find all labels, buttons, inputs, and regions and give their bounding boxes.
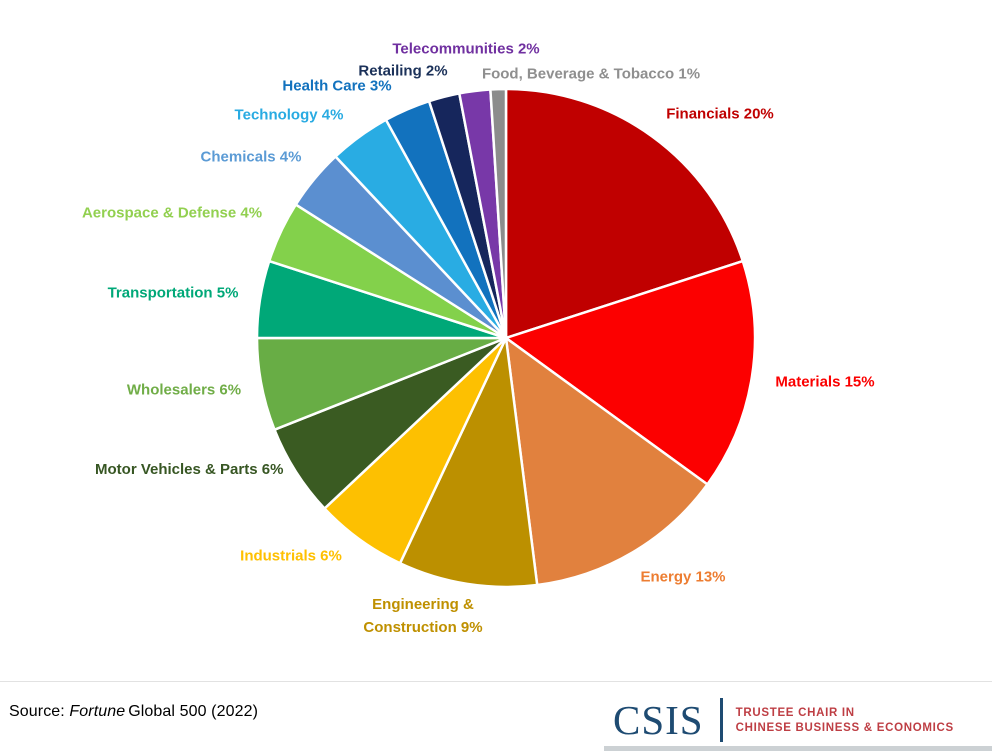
slice-label-health-care: Health Care 3% (282, 77, 392, 95)
csis-tagline: TRUSTEE CHAIR IN CHINESE BUSINESS & ECON… (736, 707, 954, 734)
slice-label-retailing: Retailing 2% (358, 62, 448, 80)
slice-label-aerospace-defense: Aerospace & Defense 4% (81, 204, 263, 222)
pie-svg (255, 87, 757, 589)
source-italic: Fortune (69, 703, 126, 720)
slice-label-wholesalers: Wholesalers 6% (126, 381, 242, 399)
csis-tagline-line2: CHINESE BUSINESS & ECONOMICS (735, 721, 954, 734)
slice-label-engineering-construction: Engineering & Construction 9% (363, 596, 483, 636)
slice-label-food-beverage-tobacco: Food, Beverage & Tobacco 1% (481, 65, 701, 83)
pie-chart: Financials 20% Materials 15% Energy 13% Eng… (81, 40, 875, 637)
slice-label-chemicals: Chemicals 4% (200, 148, 302, 166)
pie-slice-financials (504, 87, 745, 340)
csis-logo: CSIS TRUSTEE CHAIR IN CHINESE BUSINESS &… (613, 696, 954, 744)
logo-underline (604, 746, 992, 751)
slice-label-industrials: Industrials 6% (240, 547, 342, 565)
slice-label-energy: Energy 13% (640, 568, 726, 586)
source-prefix: Source: (9, 703, 70, 720)
slice-label-financials: Financials 20% (666, 105, 774, 123)
csis-tagline-line1: TRUSTEE CHAIR IN (735, 706, 855, 719)
pie-slice-energy (504, 336, 709, 587)
logo-divider (719, 698, 723, 742)
slice-label-motor-vehicles-parts: Motor Vehicles & Parts 6% (95, 461, 284, 478)
footer-divider (0, 681, 992, 682)
slice-label-materials: Materials 15% (775, 373, 875, 391)
pie-slice-food-beverage-tobacco (489, 87, 508, 340)
source-suffix: Global 500 (2022) (128, 703, 259, 720)
csis-wordmark: CSIS (613, 697, 704, 743)
slice-label-telecommunities: Telecommunities 2% (392, 40, 540, 58)
pie-slice-engineering-construction (398, 336, 539, 589)
slice-label-transportation: Transportation 5% (107, 284, 239, 302)
source-note: Source: Fortune Global 500 (2022) (9, 703, 258, 721)
slice-label-technology: Technology 4% (234, 106, 344, 124)
pie-slice-materials (504, 259, 757, 486)
